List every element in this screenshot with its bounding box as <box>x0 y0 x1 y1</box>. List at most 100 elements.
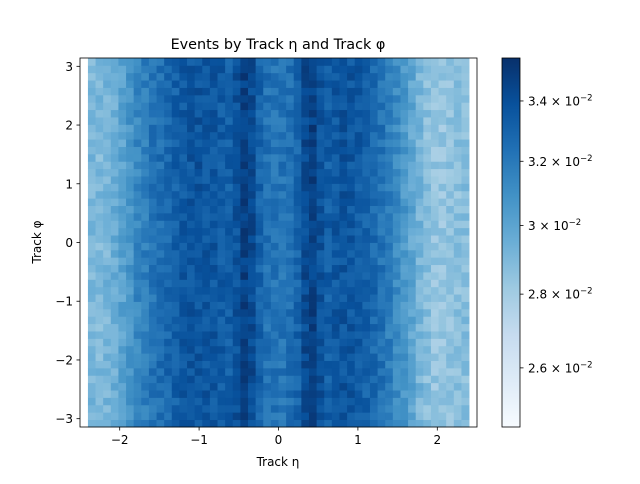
heatmap-cell <box>270 153 279 162</box>
heatmap-cell <box>438 176 447 184</box>
heatmap-cell <box>400 353 409 361</box>
heatmap-cell <box>232 249 241 258</box>
heatmap-cell <box>377 72 386 81</box>
heatmap-cell <box>423 109 432 118</box>
heatmap-cell <box>110 404 119 413</box>
heatmap-cell <box>141 94 150 103</box>
heatmap-cell <box>194 183 203 192</box>
heatmap-cell <box>202 183 211 192</box>
heatmap-cell <box>415 227 424 236</box>
heatmap-cell <box>179 212 188 221</box>
heatmap-cell <box>240 190 249 199</box>
heatmap-cell <box>385 190 394 199</box>
heatmap-cell <box>156 94 165 103</box>
heatmap-cell <box>362 227 371 236</box>
heatmap-cell <box>400 124 409 133</box>
heatmap-cell <box>308 205 318 214</box>
heatmap-cell <box>278 161 287 170</box>
heatmap-cell <box>255 367 264 376</box>
heatmap-cell <box>225 316 234 325</box>
heatmap-cell <box>461 94 470 103</box>
heatmap-cell <box>187 272 196 280</box>
heatmap-cell <box>286 94 295 103</box>
heatmap-cell <box>446 412 455 421</box>
heatmap-cell <box>385 360 394 369</box>
heatmap-cell <box>316 382 325 391</box>
heatmap-cell <box>248 87 257 96</box>
heatmap-cell <box>461 139 470 147</box>
heatmap-cell <box>286 286 295 295</box>
heatmap-cell <box>362 316 371 325</box>
heatmap-cell <box>301 345 310 354</box>
heatmap-cell <box>293 419 302 428</box>
heatmap-cell <box>110 235 119 243</box>
heatmap-cell <box>179 279 188 288</box>
heatmap-cell <box>301 220 310 229</box>
heatmap-cell <box>240 382 249 391</box>
heatmap-cell <box>194 367 203 376</box>
heatmap-cell <box>423 279 432 288</box>
heatmap-cell <box>103 279 112 288</box>
heatmap-cell <box>240 272 249 280</box>
heatmap-cell <box>347 301 356 310</box>
heatmap-cell <box>187 345 196 354</box>
heatmap-cell <box>217 65 226 74</box>
heatmap-cell <box>126 367 135 376</box>
heatmap-cell <box>118 198 127 206</box>
heatmap-cell <box>423 316 432 325</box>
heatmap-cell <box>148 360 157 369</box>
heatmap-cell <box>438 131 447 140</box>
heatmap-cell <box>286 212 295 221</box>
heatmap-cell <box>126 124 135 133</box>
heatmap-cell <box>461 308 470 317</box>
heatmap-cell <box>232 308 241 317</box>
heatmap-cell <box>103 205 112 214</box>
heatmap-cell <box>95 198 104 206</box>
heatmap-cell <box>415 345 424 354</box>
heatmap-cell <box>126 72 135 81</box>
heatmap-cell <box>293 316 302 325</box>
heatmap-cell <box>95 227 104 236</box>
heatmap-cell <box>430 294 439 302</box>
heatmap-cell <box>194 227 203 236</box>
heatmap-cell <box>103 220 112 229</box>
heatmap-cell <box>308 345 318 354</box>
heatmap-cell <box>95 80 104 88</box>
heatmap-cell <box>354 242 363 251</box>
heatmap-cell <box>232 397 241 406</box>
heatmap-cell <box>87 220 96 229</box>
heatmap-cell <box>187 168 196 177</box>
heatmap-cell <box>438 294 447 302</box>
heatmap-cell <box>339 235 348 243</box>
heatmap-cell <box>278 286 287 295</box>
heatmap-cell <box>87 205 96 214</box>
heatmap-cell <box>278 212 287 221</box>
heatmap-cell <box>377 176 386 184</box>
heatmap-cell <box>316 331 325 339</box>
heatmap-cell <box>453 161 462 170</box>
heatmap-cell <box>415 117 424 125</box>
heatmap-cell <box>263 323 272 332</box>
heatmap-cell <box>95 308 104 317</box>
heatmap-cell <box>263 168 272 177</box>
heatmap-cell <box>438 360 447 369</box>
heatmap-cell <box>225 367 234 376</box>
heatmap-cell <box>392 338 401 347</box>
heatmap-cell <box>133 146 142 155</box>
heatmap-cell <box>148 419 157 428</box>
heatmap-cell <box>392 242 401 251</box>
heatmap-cell <box>95 220 104 229</box>
heatmap-cell <box>286 301 295 310</box>
heatmap-cell <box>415 168 424 177</box>
heatmap-cell <box>324 198 333 206</box>
heatmap-cell <box>263 176 272 184</box>
heatmap-cell <box>430 190 439 199</box>
heatmap-cell <box>286 205 295 214</box>
heatmap-cell <box>126 227 135 236</box>
heatmap-cell <box>95 190 104 199</box>
heatmap-cell <box>415 176 424 184</box>
heatmap-cell <box>293 397 302 406</box>
heatmap-cell <box>392 308 401 317</box>
heatmap-cell <box>87 382 96 391</box>
heatmap-cell <box>209 323 218 332</box>
